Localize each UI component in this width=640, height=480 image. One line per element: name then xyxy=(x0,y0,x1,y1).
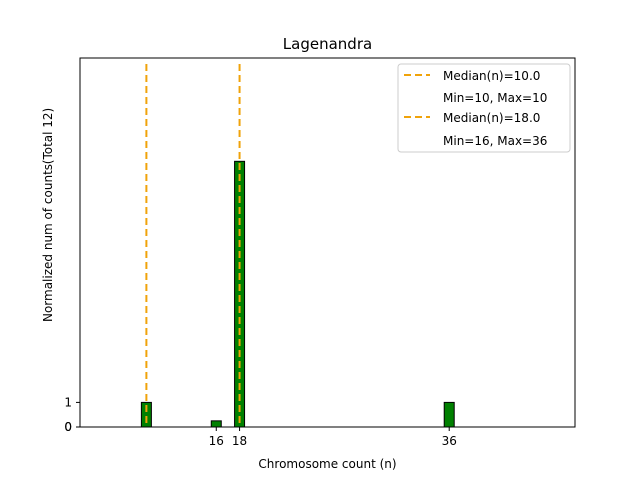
legend-label-2: Min=10, Max=10 xyxy=(443,91,547,105)
x-axis-label: Chromosome count (n) xyxy=(258,457,396,471)
x-axis-ticks: 16 18 36 xyxy=(209,427,457,448)
legend: Median(n)=10.0 Min=10, Max=10 Median(n)=18… xyxy=(397,63,571,153)
y-tick-label-1: 0 xyxy=(64,420,72,434)
legend-label-1: Median(n)=10.0 xyxy=(443,69,540,83)
y-axis-total-note: (Total 12) xyxy=(41,108,55,164)
bar-36 xyxy=(443,401,455,428)
axes-frame xyxy=(79,57,576,428)
x-tick-label-36: 36 xyxy=(442,434,457,448)
y-axis-ticks: 001 xyxy=(64,395,80,434)
legend-box xyxy=(397,63,571,153)
x-tick-label-16: 16 xyxy=(209,434,224,448)
y-tick-label-2: 1 xyxy=(64,395,72,409)
y-axis-label: Normalized num of counts xyxy=(41,164,55,322)
y-tick-label-0: 0 xyxy=(64,420,72,434)
chart-title: Lagenandra xyxy=(283,35,372,53)
legend-label-4: Min=16, Max=36 xyxy=(443,134,547,148)
legend-label-3: Median(n)=18.0 xyxy=(443,111,540,125)
plot-area xyxy=(80,64,455,428)
x-tick-label-18: 18 xyxy=(232,434,247,448)
bar-16 xyxy=(210,420,222,428)
